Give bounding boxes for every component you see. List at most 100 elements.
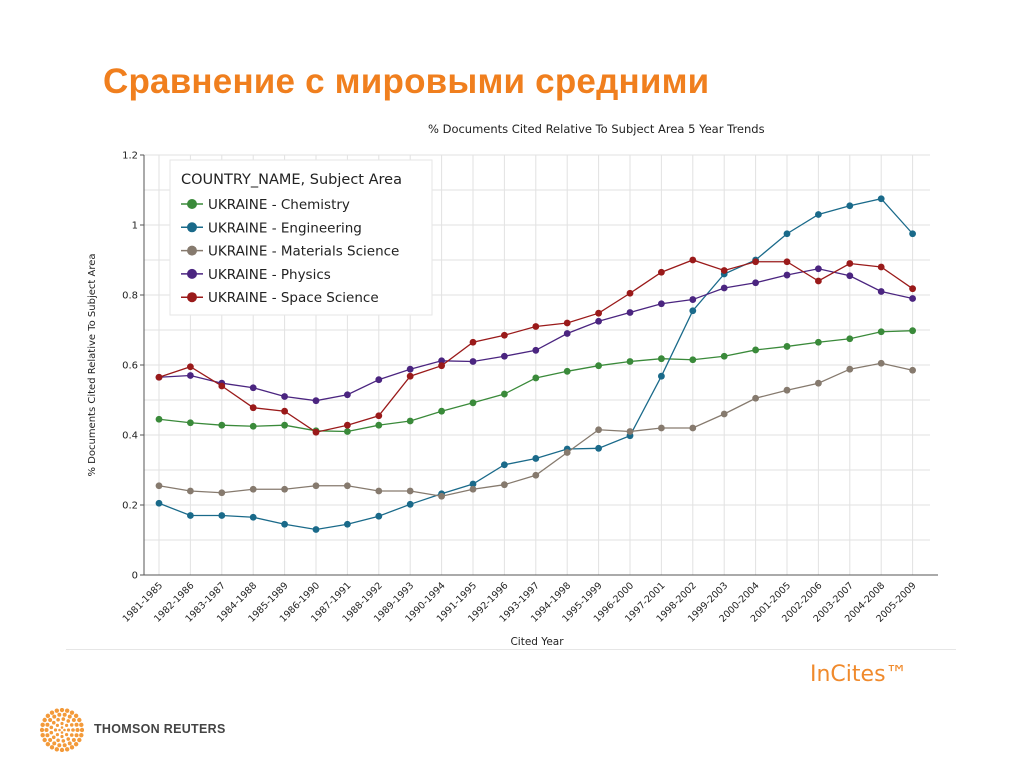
data-point (469, 399, 477, 407)
data-point (469, 480, 477, 488)
data-point (249, 485, 257, 493)
data-point (877, 328, 885, 336)
logo-dot (67, 714, 72, 719)
logo-dot (63, 728, 66, 732)
legend-item-label: UKRAINE - Engineering (208, 220, 362, 236)
y-tick-label: 0.6 (122, 361, 138, 372)
y-tick-label: 0.2 (122, 501, 138, 512)
logo-dot (60, 734, 64, 739)
data-point (187, 512, 194, 519)
data-point (218, 489, 226, 497)
data-point (501, 390, 508, 398)
data-point (689, 307, 697, 315)
data-point (752, 346, 759, 354)
data-point (815, 265, 822, 273)
data-point (752, 394, 759, 402)
data-point (501, 481, 508, 489)
logo-dot (44, 728, 49, 732)
data-point (344, 391, 351, 399)
data-point (312, 526, 320, 533)
legend-swatch-marker (187, 199, 197, 209)
logo-dot (59, 708, 65, 713)
data-point (689, 296, 697, 303)
data-point (155, 482, 163, 490)
logo-dot (60, 731, 64, 734)
logo-dot (55, 723, 59, 727)
logo-dot (74, 722, 79, 727)
legend-swatch-marker (187, 245, 197, 256)
logo-dot (52, 714, 57, 719)
y-tick-label: 0.4 (122, 431, 138, 442)
data-point (281, 485, 288, 493)
logo-dot (48, 737, 53, 742)
data-point (218, 512, 226, 519)
data-point (501, 352, 508, 360)
data-point (375, 421, 383, 429)
logo-dot (40, 727, 45, 733)
logo-dot (56, 738, 60, 743)
data-point (438, 362, 445, 370)
data-point (532, 346, 540, 354)
data-point (375, 412, 383, 420)
data-point (563, 330, 571, 337)
logo-dot (69, 733, 74, 737)
logo-dot (77, 737, 82, 743)
logo-dot (45, 713, 51, 719)
data-point (563, 367, 571, 375)
logo-dot (49, 725, 54, 730)
data-point (846, 365, 854, 373)
data-point (312, 482, 320, 490)
data-point (815, 379, 822, 387)
logo-dot (56, 717, 60, 722)
data-point (249, 384, 257, 392)
logo-dot (45, 733, 50, 738)
logo-dot (62, 743, 67, 748)
logo-dot (65, 723, 69, 727)
legend-box (169, 159, 433, 316)
logo-dot (51, 720, 56, 725)
data-point (438, 407, 445, 415)
data-point (532, 323, 540, 330)
logo-dot (59, 747, 65, 752)
logo-dot (66, 737, 71, 741)
data-point (877, 288, 885, 295)
logo-dot (71, 718, 76, 723)
chart-title: % Documents Cited Relative To Subject Ar… (428, 122, 765, 136)
data-point (281, 393, 288, 400)
logo-dot (60, 726, 64, 729)
incites-logo: InCites™ (810, 662, 908, 687)
logo-dot (45, 741, 51, 747)
data-point (752, 279, 759, 287)
data-point (187, 419, 194, 427)
data-point (187, 487, 194, 495)
data-point (783, 271, 791, 279)
logo-dot (55, 733, 59, 737)
logo-dot (60, 721, 64, 726)
legend-swatch-marker (187, 268, 197, 279)
data-point (281, 407, 288, 415)
data-point (469, 358, 477, 365)
logo-dot (69, 723, 74, 727)
data-point (626, 358, 634, 365)
logo-dot (65, 733, 69, 737)
company-name: THOMSON REUTERS (94, 722, 226, 736)
data-point (155, 499, 163, 507)
logo-dot (57, 743, 62, 748)
data-point (720, 284, 728, 292)
logo-dot (53, 728, 58, 732)
logo-dot (75, 728, 80, 732)
data-point (344, 428, 351, 435)
data-point (406, 500, 414, 508)
y-tick-label: 1.2 (122, 151, 138, 162)
legend-item-label: UKRAINE - Space Science (208, 290, 379, 306)
logo-dot (61, 717, 66, 721)
legend-swatch-marker (187, 222, 197, 233)
data-point (689, 424, 697, 432)
legend-item-label: UKRAINE - Chemistry (208, 197, 350, 213)
logo-dot (79, 722, 84, 728)
logo-dot (61, 739, 66, 743)
logo-dot (54, 708, 60, 713)
logo-dot (79, 727, 84, 733)
data-point (595, 426, 602, 434)
